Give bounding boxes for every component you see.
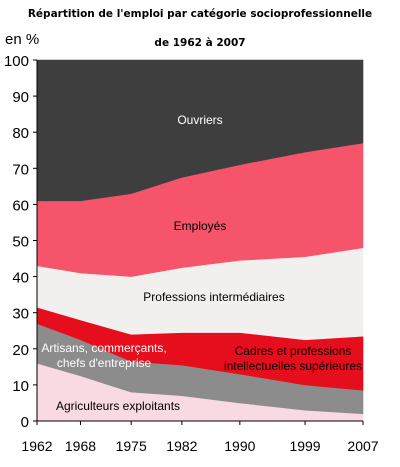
x-tick-label: 1999: [289, 438, 320, 454]
y-tick-label: 30: [12, 306, 29, 323]
y-tick-label: 0: [21, 414, 29, 431]
chart-title: Répartition de l'emploi par catégorie so…: [27, 8, 373, 20]
x-tick-label: 1962: [21, 438, 52, 454]
y-tick-label: 10: [12, 378, 29, 395]
y-tick-label: 40: [12, 270, 29, 287]
y-tick-label: 80: [12, 125, 29, 142]
series-label-0: Agriculteurs exploitants: [56, 399, 180, 413]
area-series-5: [36, 59, 364, 202]
series-label-2: Cadres et professions intellectuelles sup…: [224, 344, 362, 373]
y-tick-label: 60: [12, 197, 29, 214]
series-label-5: Ouvriers: [177, 113, 222, 127]
series-label-1: Artisans, commerçants, chefs d'entreprise: [41, 341, 166, 370]
y-tick-label: 20: [12, 342, 29, 359]
x-tick-label: 1982: [166, 438, 197, 454]
y-tick-label: 70: [12, 161, 29, 178]
x-tick-label: 2007: [347, 438, 378, 454]
y-axis-label: en %: [5, 31, 40, 48]
x-tick-label: 1990: [224, 438, 255, 454]
y-tick-label: 90: [12, 89, 29, 106]
chart-subtitle: de 1962 à 2007: [154, 37, 246, 49]
y-tick-label: 50: [12, 234, 29, 251]
series-label-3: Professions intermédiaires: [143, 290, 284, 304]
series-label-4: Employés: [174, 219, 227, 233]
x-tick-label: 1968: [65, 438, 96, 454]
x-tick-label: 1975: [116, 438, 147, 454]
y-tick-label: 100: [4, 53, 29, 70]
